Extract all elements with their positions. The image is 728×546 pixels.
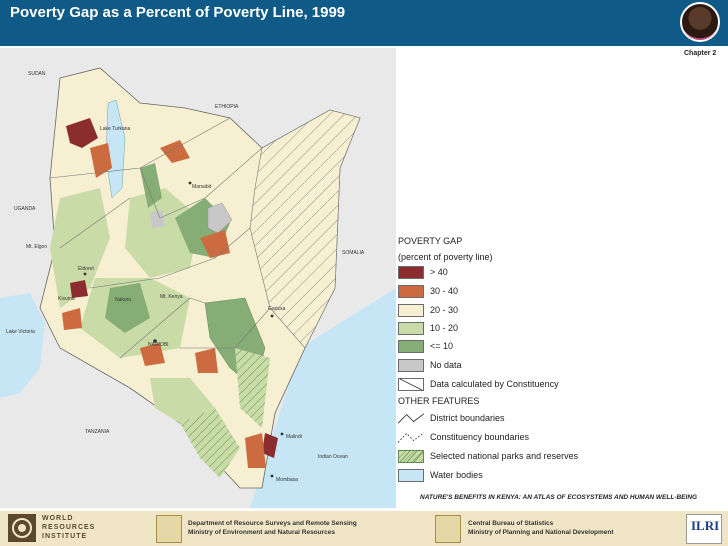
legend-swatch <box>398 304 424 317</box>
footer: WORLD RESOURCES INSTITUTE Department of … <box>0 511 728 546</box>
legend-item: District boundaries <box>398 412 718 426</box>
legend-title: POVERTY GAP <box>398 236 463 246</box>
legend-item: No data <box>398 359 718 373</box>
legend-item: <= 10 <box>398 340 718 354</box>
map-label-ethiopia: ETHIOPIA <box>215 104 239 110</box>
map-label-lake-turkana: Lake Turkana <box>100 126 131 132</box>
dept2-line2: Ministry of Planning and National Develo… <box>468 529 614 536</box>
map-label-malindi: Malindi <box>286 434 302 440</box>
legend-item: Selected national parks and reserves <box>398 450 718 464</box>
ne-constituency-region <box>249 109 361 349</box>
parks-swatch <box>398 450 424 463</box>
ilri-logo: ILRI <box>686 514 722 544</box>
legend-item: Constituency boundaries <box>398 431 718 445</box>
map-label-garissa: Garissa <box>268 306 285 312</box>
district-line-swatch <box>398 413 424 424</box>
dept1-line1: Department of Resource Surveys and Remot… <box>188 520 357 527</box>
kenya-map: SUDAN ETHIOPIA UGANDA SOMALIA TANZANIA L… <box>0 48 396 508</box>
constituency-line-swatch <box>398 432 424 443</box>
map-label-tanzania: TANZANIA <box>85 429 110 435</box>
map-label-marsabit: Marsabit <box>192 184 212 190</box>
map-label-mt-elgon: Mt. Elgon <box>26 244 47 250</box>
atlas-caption: NATURE'S BENEFITS IN KENYA: AN ATLAS OF … <box>420 494 698 501</box>
dept1-line2: Ministry of Environment and Natural Reso… <box>188 529 336 536</box>
legend-other-title: OTHER FEATURES <box>398 396 480 406</box>
indian-ocean <box>250 288 396 508</box>
legend-item: 30 - 40 <box>398 285 718 299</box>
legend-subtitle: (percent of poverty line) <box>398 252 493 262</box>
title-bar: Poverty Gap as a Percent of Poverty Line… <box>0 0 728 46</box>
map-label-mt-kenya: Mt. Kenya <box>160 294 183 300</box>
wri-name: WORLD RESOURCES INSTITUTE <box>42 515 96 540</box>
hatch-swatch <box>398 378 424 391</box>
dept2-line1: Central Bureau of Statistics <box>468 520 554 527</box>
legend-item: Data calculated by Constituency <box>398 378 718 392</box>
page-title: Poverty Gap as a Percent of Poverty Line… <box>10 4 346 21</box>
map-label-sudan: SUDAN <box>28 71 46 77</box>
chapter-label: Chapter 2 <box>684 50 717 57</box>
legend-item: 10 - 20 <box>398 322 718 336</box>
map-label-mombasa: Mombasa <box>276 477 298 483</box>
legend-swatch <box>398 340 424 353</box>
map-label-indian-ocean: Indian Ocean <box>318 454 348 460</box>
child-photo <box>680 2 720 42</box>
kenya-crest-icon <box>435 515 461 543</box>
wri-logo-icon <box>8 514 36 542</box>
map-label-uganda: UGANDA <box>14 206 36 212</box>
legend-swatch <box>398 469 424 482</box>
legend-item: 20 - 30 <box>398 304 718 318</box>
map-label-eldoret: Eldoret <box>78 266 94 272</box>
map-label-nakuru: Nakuru <box>115 297 131 303</box>
lake-victoria <box>0 293 45 398</box>
legend-swatch <box>398 322 424 335</box>
kenya-crest-icon <box>156 515 182 543</box>
legend-swatch <box>398 359 424 372</box>
legend-item: > 40 <box>398 266 718 280</box>
map-label-somalia: SOMALIA <box>342 250 365 256</box>
legend-item: Water bodies <box>398 469 718 483</box>
map-label-kisumu: Kisumu <box>58 296 75 302</box>
map-label-nairobi: NAIROBI <box>148 342 169 348</box>
map-label-lake-victoria: Lake Victoria <box>6 329 35 335</box>
legend-swatch <box>398 285 424 298</box>
legend-swatch <box>398 266 424 279</box>
